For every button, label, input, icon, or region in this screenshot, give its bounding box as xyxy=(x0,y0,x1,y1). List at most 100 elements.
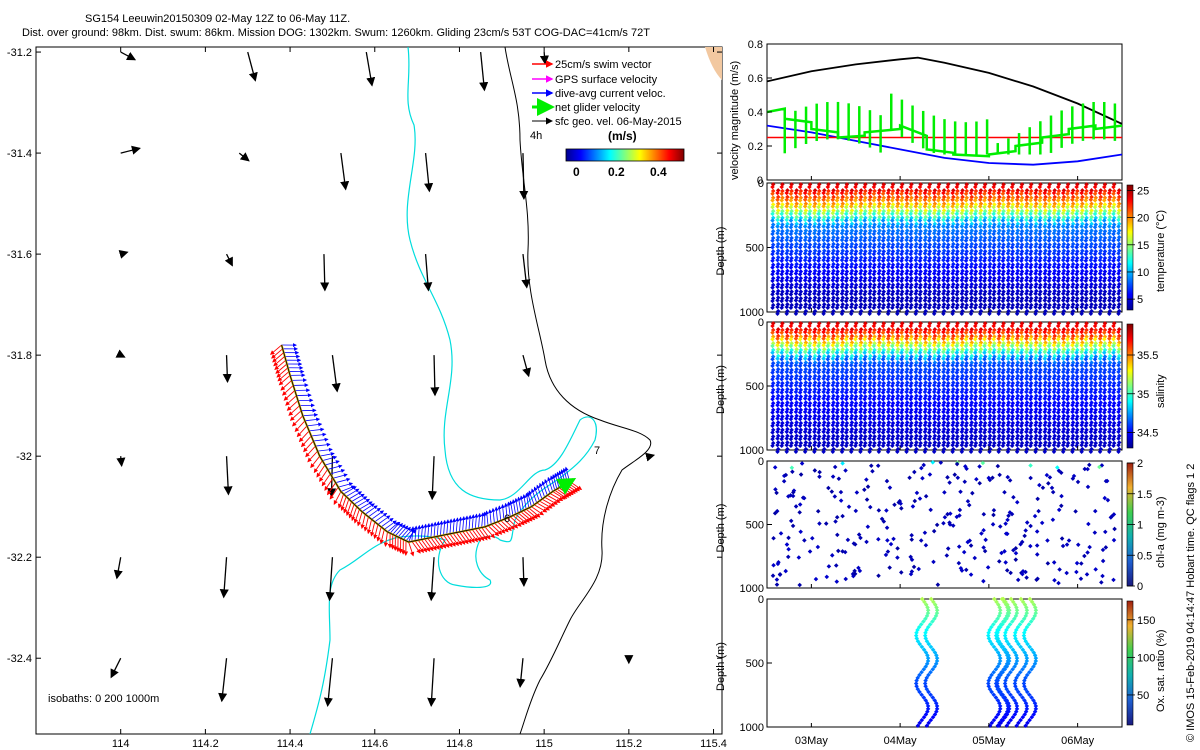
geo-vector-arrow xyxy=(539,51,549,65)
temperature-point xyxy=(816,298,821,304)
swim-vector xyxy=(288,405,300,416)
temperature-point xyxy=(843,278,849,284)
temperature-point xyxy=(793,304,799,310)
temperature-point xyxy=(825,278,831,284)
swim-vector xyxy=(294,420,306,433)
swim-vector xyxy=(509,516,522,527)
swim-vector xyxy=(449,533,459,547)
temperature-point xyxy=(848,277,854,283)
geo-vector-arrow xyxy=(424,153,434,193)
geo-vector-arrow xyxy=(427,557,437,602)
temperature-point xyxy=(834,271,840,277)
swim-vector xyxy=(446,534,456,547)
swim-vector xyxy=(517,512,530,523)
dac-vector xyxy=(494,506,499,522)
temperature-cb-tick-label: 15 xyxy=(1137,240,1149,252)
dac-vector xyxy=(324,460,340,466)
temperature-point xyxy=(797,305,803,311)
time-marker: 4h xyxy=(530,130,542,142)
map-xtick-label: 115.4 xyxy=(700,738,727,750)
dac-vector xyxy=(420,524,425,540)
temperature-point xyxy=(876,304,882,310)
map-ytick-label: -31.8 xyxy=(7,350,32,362)
temperature-point xyxy=(858,304,863,310)
temperature-point xyxy=(788,305,794,311)
temperature-point xyxy=(867,271,872,276)
temperature-point xyxy=(830,277,836,283)
dac-vector xyxy=(488,509,493,525)
temperature-point xyxy=(775,291,780,296)
swim-vector xyxy=(531,506,544,516)
swim-vector xyxy=(408,541,415,557)
temperature-point xyxy=(871,285,877,290)
dac-vector xyxy=(511,499,516,515)
temperature-point xyxy=(858,271,863,276)
temperature-point xyxy=(807,285,812,290)
temperature-point xyxy=(784,271,789,276)
swim-vector xyxy=(305,445,316,458)
map-legend: 25cm/s swim vector GPS surface velocity … xyxy=(530,59,685,179)
temperature-point xyxy=(807,278,812,284)
temperature-point xyxy=(816,271,821,277)
temperature-point xyxy=(853,292,858,297)
temperature-point xyxy=(821,304,826,310)
temperature-point xyxy=(858,277,863,283)
temperature-point xyxy=(830,264,836,270)
swim-vector xyxy=(539,500,553,509)
geo-vector-arrow xyxy=(427,456,438,501)
temperature-point xyxy=(775,277,780,283)
track-label-7: 7 xyxy=(594,445,600,457)
temperature-point xyxy=(885,304,891,310)
swim-vector xyxy=(379,529,385,545)
temperature-point xyxy=(807,292,812,297)
dac-vector xyxy=(500,504,505,520)
temperature-ytick-label: 1000 xyxy=(740,307,764,319)
legend-dac: dive-avg current veloc. xyxy=(555,88,666,100)
temperature-point xyxy=(812,304,817,310)
temperature-point xyxy=(853,265,858,270)
dac-vector xyxy=(503,502,508,519)
swim-vector xyxy=(356,511,363,527)
temperature-point xyxy=(802,257,808,263)
dac-vector xyxy=(327,464,343,470)
temperature-point xyxy=(862,265,867,270)
velocity-panel: 00.20.40.60.8 velocity magnitude (m/s) xyxy=(729,39,1123,187)
temperature-point xyxy=(788,271,794,277)
temperature-point xyxy=(779,258,784,264)
dac-vector xyxy=(471,514,476,530)
temperature-point xyxy=(821,291,826,296)
temperature-point xyxy=(788,285,794,290)
temperature-point xyxy=(825,265,831,270)
geo-vector-arrow xyxy=(320,254,330,292)
salinity-ytick-label: 500 xyxy=(746,381,764,393)
temperature-point xyxy=(812,257,817,263)
geo-vector-arrow xyxy=(340,152,350,191)
dac-vector xyxy=(380,517,394,528)
temperature-point xyxy=(839,304,845,310)
geo-vector-arrow xyxy=(519,557,529,587)
dac-vector xyxy=(538,482,546,498)
temperature-point xyxy=(779,278,784,284)
temperature-point xyxy=(858,257,863,263)
temperature-point xyxy=(834,292,840,297)
swim-vector xyxy=(324,478,334,491)
swim-vector xyxy=(310,455,321,469)
temperature-point xyxy=(802,277,808,283)
temperature-point xyxy=(821,257,826,263)
swim-vector xyxy=(430,537,440,550)
swim-vector xyxy=(277,371,290,382)
temperature-point xyxy=(802,298,808,303)
swim-vector xyxy=(512,515,525,526)
geo-vector-arrow xyxy=(423,254,433,292)
map-xtick-label: 114.6 xyxy=(361,738,388,750)
temperature-point xyxy=(839,271,845,276)
geo-vector-arrow xyxy=(325,557,335,602)
temperature-point xyxy=(862,292,867,297)
temperature-point xyxy=(885,298,891,303)
swim-vector xyxy=(363,516,369,532)
temperature-ytick-label: 500 xyxy=(746,243,764,255)
temperature-point xyxy=(793,311,799,317)
dac-vector xyxy=(549,475,556,491)
temperature-point xyxy=(802,284,808,290)
